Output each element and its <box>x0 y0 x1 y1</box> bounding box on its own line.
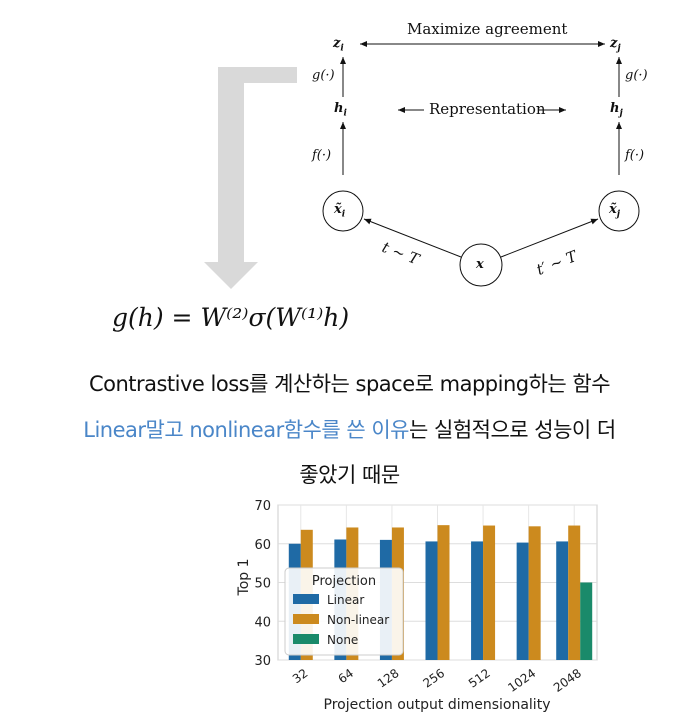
simclr-diagram-arrows <box>322 41 640 287</box>
x-tick-label: 32 <box>290 666 311 686</box>
legend-entry: None <box>327 633 358 647</box>
f-right-label: f(·) <box>625 148 645 163</box>
bar-linear-512 <box>471 541 484 660</box>
x-j-node <box>598 190 640 232</box>
legend-entry: Linear <box>327 593 364 607</box>
maximize-agreement-label: Maximize agreement <box>407 20 568 38</box>
bar-non-linear-2048 <box>568 525 581 660</box>
g-right-label: g(·) <box>625 68 648 83</box>
g-left-label: g(·) <box>312 68 335 83</box>
projection-bar-chart: 30 40 50 60 70 32 64 128 256 512 1024 2048 Top 1 Pr… <box>236 499 598 713</box>
explanation-highlight: Linear말고 nonlinear함수를 쓴 이유 <box>83 418 409 442</box>
f-left-label: f(·) <box>312 148 332 163</box>
x-tick-label: 512 <box>466 666 493 691</box>
chart-xlabel: Projection output dimensionality <box>324 697 551 713</box>
x-i-node <box>322 190 364 232</box>
y-tick-label: 30 <box>254 654 271 669</box>
x-tick-label: 1024 <box>505 666 538 695</box>
x-i-label: x̃i <box>334 202 346 220</box>
z-i-label: zi <box>333 36 344 54</box>
x-tick-label: 128 <box>375 666 402 691</box>
x-tick-label: 256 <box>420 666 447 691</box>
h-j-label: hj <box>610 101 623 119</box>
explanation-line-2: Linear말고 nonlinear함수를 쓴 이유는 실험적으로 성능이 더 <box>0 414 699 444</box>
legend-swatch <box>293 634 319 644</box>
chart-legend <box>284 567 404 656</box>
x-j-label: x̃j <box>609 202 621 220</box>
legend-swatch <box>293 594 319 604</box>
bar-none-2048 <box>580 582 593 660</box>
bar-non-linear-256 <box>437 525 450 660</box>
bar-linear-2048 <box>556 541 569 660</box>
h-i-label: hi <box>334 101 347 119</box>
legend-title: Projection <box>312 574 376 589</box>
bar-non-linear-1024 <box>528 526 541 660</box>
z-j-label: zj <box>610 36 621 54</box>
bar-non-linear-512 <box>483 525 496 660</box>
explanation-rest: 는 실험적으로 성능이 더 <box>409 418 616 442</box>
chart-ylabel: Top 1 <box>236 559 252 597</box>
y-tick-label: 60 <box>254 538 271 553</box>
x-tick-label: 64 <box>336 666 357 686</box>
x-tick-label: 2048 <box>551 666 584 695</box>
explanation-line-1: Contrastive loss를 계산하는 space로 mapping하는 … <box>88 372 611 396</box>
y-tick-label: 70 <box>254 499 271 514</box>
y-tick-label: 40 <box>254 615 271 630</box>
y-tick-label: 50 <box>254 577 271 592</box>
projection-formula: g(h) = W⁽²⁾σ(W⁽¹⁾h) <box>112 303 350 332</box>
legend-entry: Non-linear <box>327 613 389 627</box>
bent-arrow-icon <box>204 67 297 289</box>
representation-label: Representation <box>429 100 546 118</box>
x-label: x <box>476 257 484 272</box>
legend-swatch <box>293 614 319 624</box>
explanation-line-3: 좋았기 때문 <box>299 463 400 487</box>
bar-linear-256 <box>425 541 438 660</box>
bar-linear-1024 <box>516 542 529 660</box>
x-node <box>459 243 503 287</box>
